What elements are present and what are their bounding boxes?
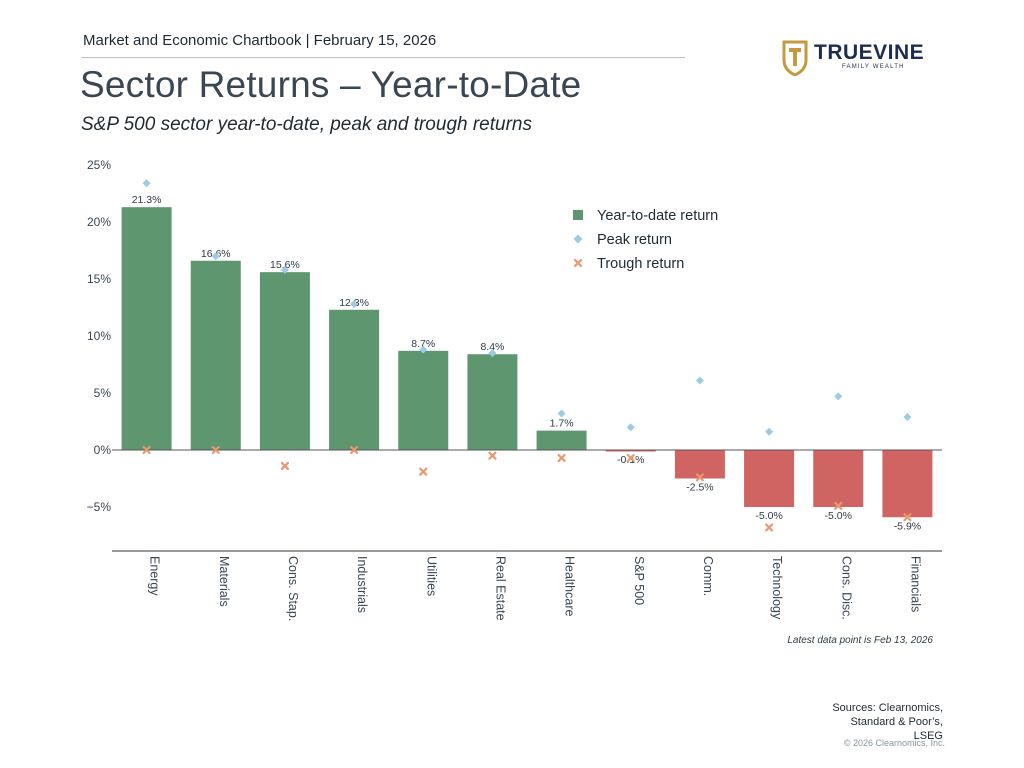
trough-marker <box>349 445 359 455</box>
header-divider <box>81 57 685 58</box>
peak-marker <box>280 265 289 274</box>
y-tick-label: 5% <box>94 386 112 400</box>
copyright: © 2026 Clearnomics, Inc. <box>843 738 945 748</box>
x-tick-label: Energy <box>148 556 162 596</box>
peak-marker <box>350 300 359 309</box>
data-label: 8.7% <box>411 338 435 350</box>
trough-marker <box>557 453 566 463</box>
y-tick-label: 0% <box>94 443 112 457</box>
bar <box>605 450 656 452</box>
x-tick-label: Comm. <box>701 556 715 596</box>
trough-marker <box>419 467 428 476</box>
bar <box>467 354 518 450</box>
trough-marker <box>488 451 497 460</box>
bar <box>398 350 449 450</box>
legend-swatch-ytd <box>573 210 583 220</box>
x-tick-label: Materials <box>217 556 231 607</box>
legend-label: Year-to-date return <box>597 208 718 224</box>
page-title: Sector Returns – Year-to-Date <box>80 64 582 105</box>
peak-marker <box>488 349 497 358</box>
bar <box>882 450 933 518</box>
trough-marker <box>903 513 912 522</box>
legend-swatch-peak <box>573 234 583 244</box>
x-tick-label: Cons. Disc. <box>839 556 853 620</box>
data-label: -2.5% <box>686 482 713 494</box>
bar <box>190 260 241 450</box>
legend-label: Trough return <box>597 256 684 272</box>
peak-marker <box>557 409 566 418</box>
source-line: Standard & Poor’s, <box>850 716 943 728</box>
data-label: 1.7% <box>550 418 574 430</box>
data-label: 15.6% <box>270 259 300 271</box>
trough-marker <box>695 473 705 482</box>
trough-marker <box>142 445 151 455</box>
source-line: Sources: Clearnomics, <box>832 702 943 714</box>
bar <box>121 207 172 450</box>
data-label: -5.0% <box>755 510 782 522</box>
trough-marker <box>764 523 774 532</box>
source-line: LSEG <box>913 730 943 742</box>
y-tick-label: 10% <box>87 329 111 343</box>
data-label: 8.4% <box>480 341 504 353</box>
trough-marker <box>211 445 220 455</box>
sources-block: Sources: Clearnomics, Standard & Poor’s,… <box>780 701 943 743</box>
logo-tagline: FAMILY WEALTH <box>842 64 905 70</box>
trough-marker <box>834 501 843 510</box>
peak-marker <box>765 427 774 436</box>
x-tick-label: S&P 500 <box>632 556 646 605</box>
data-label: -5.9% <box>894 520 921 532</box>
truevine-logo: TRUEVINE FAMILY WEALTH <box>782 38 942 78</box>
peak-marker <box>211 252 220 261</box>
trough-marker <box>280 461 290 471</box>
bar <box>329 309 380 450</box>
peak-marker <box>834 392 843 401</box>
bar <box>259 272 310 450</box>
legend-swatch-trough <box>573 258 583 268</box>
trough-marker <box>626 453 635 463</box>
bar <box>674 450 725 479</box>
logo-name: TRUEVINE <box>814 41 925 64</box>
y-tick-label: 20% <box>87 215 111 229</box>
peak-marker <box>419 345 428 354</box>
chartbook-header: Market and Economic Chartbook | February… <box>83 32 437 49</box>
bar <box>813 450 864 507</box>
y-tick-label: −5% <box>87 500 112 514</box>
shield-logo-icon <box>782 40 808 76</box>
y-tick-label: 15% <box>87 272 111 286</box>
data-label: -5.0% <box>825 510 852 522</box>
data-note: Latest data point is Feb 13, 2026 <box>787 635 933 646</box>
data-label: 21.3% <box>132 194 162 206</box>
y-tick-label: 25% <box>87 158 111 172</box>
legend-label: Peak return <box>597 232 672 248</box>
data-label: -0.1% <box>617 454 644 466</box>
peak-marker <box>695 376 704 385</box>
bar <box>536 430 587 450</box>
x-tick-label: Utilities <box>424 556 438 596</box>
x-tick-label: Real Estate <box>493 556 507 621</box>
x-tick-label: Industrials <box>355 556 369 613</box>
page-subtitle: S&P 500 sector year-to-date, peak and tr… <box>81 114 532 135</box>
x-tick-label: Technology <box>770 556 784 620</box>
x-tick-label: Financials <box>908 556 922 612</box>
x-tick-label: Cons. Stap. <box>286 556 300 621</box>
peak-marker <box>903 412 912 421</box>
x-tick-label: Healthcare <box>563 556 577 616</box>
peak-marker <box>142 179 151 188</box>
bar <box>744 450 795 507</box>
peak-marker <box>626 423 635 432</box>
